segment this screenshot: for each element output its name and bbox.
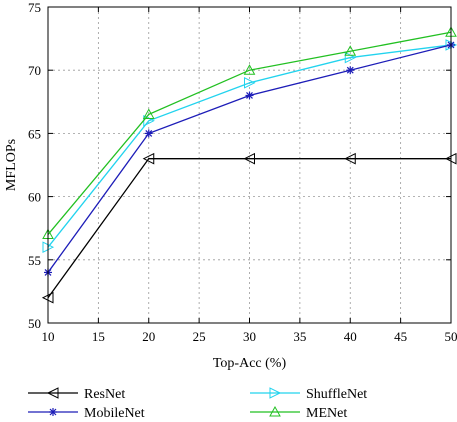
y-tick-label: 60	[28, 190, 41, 205]
y-tick-label: 55	[28, 253, 41, 268]
legend-item-resnet: ResNet	[28, 387, 125, 402]
series-line-menet	[47, 31, 452, 235]
x-tick-label: 40	[344, 329, 357, 344]
data-point-menet	[243, 64, 256, 75]
series-shufflenet	[42, 39, 457, 253]
legend-item-mobilenet: MobileNet	[28, 406, 145, 421]
data-point-resnet	[142, 152, 155, 165]
data-point-mobilenet	[144, 129, 153, 138]
data-point-menet	[344, 45, 357, 56]
legend-label: MobileNet	[84, 406, 145, 421]
x-tick-label: 20	[142, 329, 155, 344]
data-point-mobilenet	[346, 66, 355, 75]
legend-marker	[269, 387, 282, 399]
axis-ticks: 10 15 20 25 30 35 40 45 50 50 55 60 65 70 75	[28, 0, 457, 344]
y-axis-label: MFLOPs	[4, 139, 19, 191]
x-axis-label: Top-Acc (%)	[213, 356, 287, 371]
x-tick-label: 35	[293, 329, 306, 344]
x-tick-label: 25	[193, 329, 206, 344]
data-point-resnet	[243, 152, 255, 165]
data-point-mobilenet	[245, 91, 254, 100]
data-point-resnet	[344, 152, 356, 165]
legend-marker	[269, 405, 281, 417]
x-tick-label: 50	[445, 329, 457, 344]
series-line-resnet	[47, 158, 451, 299]
grid	[48, 7, 451, 323]
y-tick-label: 65	[28, 126, 41, 141]
legend-item-menet: MENet	[250, 405, 347, 421]
legend-marker	[46, 387, 59, 399]
legend: ResNet ShuffleNet MobileNet MENet	[28, 387, 367, 421]
y-tick-label: 70	[28, 63, 41, 78]
x-tick-label: 45	[394, 329, 407, 344]
legend-item-shufflenet: ShuffleNet	[250, 387, 367, 402]
y-tick-label: 50	[28, 316, 41, 331]
x-tick-label: 30	[243, 329, 256, 344]
legend-label: MENet	[306, 406, 347, 421]
series-lines	[41, 26, 457, 304]
legend-marker	[49, 408, 57, 416]
legend-label: ResNet	[84, 387, 125, 402]
x-tick-label: 15	[92, 329, 105, 344]
legend-label: ShuffleNet	[306, 387, 367, 402]
series-line-shufflenet	[47, 44, 452, 248]
x-tick-label: 10	[42, 329, 55, 344]
data-point-menet	[142, 108, 155, 119]
y-tick-label: 75	[28, 0, 41, 15]
data-point-shufflenet	[244, 77, 256, 89]
plot-area-frame	[47, 6, 452, 324]
